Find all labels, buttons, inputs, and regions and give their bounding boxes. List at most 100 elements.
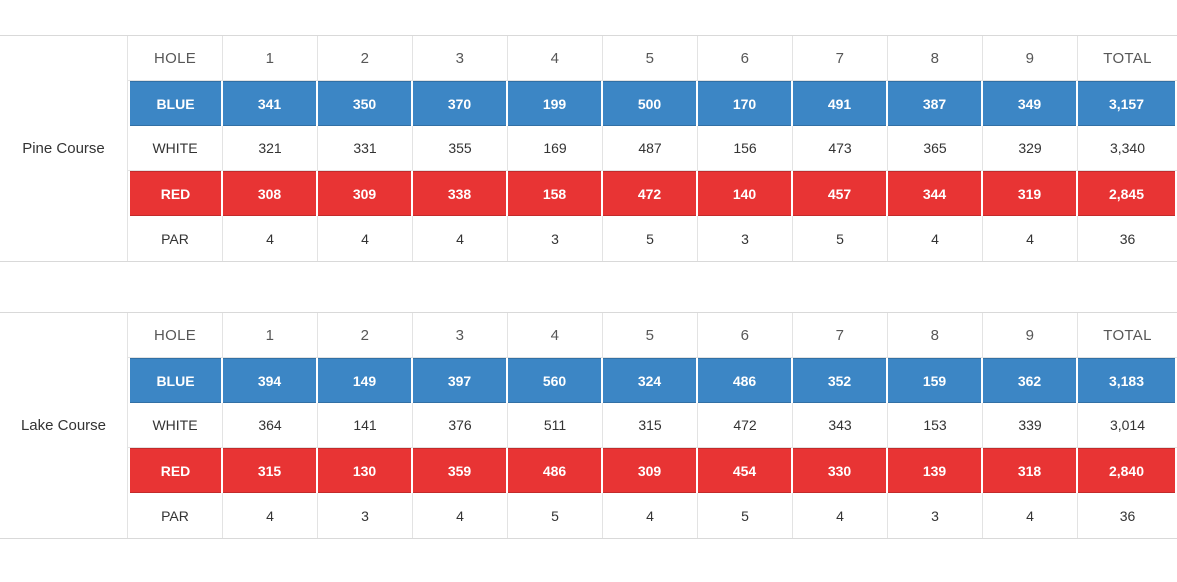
score-cell: 315 — [223, 448, 318, 493]
score-cell: 170 — [698, 81, 793, 126]
scorecard-tables: Pine Course HOLE 1 2 3 4 5 6 7 8 9 TOTAL BLUE 341 350… — [0, 35, 1177, 539]
score-cell: 309 — [603, 448, 698, 493]
score-cell: 352 — [793, 358, 888, 403]
score-cell: 199 — [508, 81, 603, 126]
score-cell: 5 — [793, 216, 888, 261]
score-cell: 4 — [223, 493, 318, 538]
score-cell: 149 — [318, 358, 413, 403]
header-cell: 1 — [223, 313, 318, 358]
score-cell: 397 — [413, 358, 508, 403]
total-cell: 3,183 — [1078, 358, 1177, 403]
score-cell: 491 — [793, 81, 888, 126]
header-cell: HOLE — [128, 313, 223, 358]
course-name: Pine Course — [0, 36, 128, 261]
row-label-cell: WHITE — [128, 126, 223, 171]
score-cell: 158 — [508, 171, 603, 216]
score-cell: 318 — [983, 448, 1078, 493]
score-cell: 4 — [318, 216, 413, 261]
score-cell: 338 — [413, 171, 508, 216]
score-cell: 329 — [983, 126, 1078, 171]
header-cell: 8 — [888, 36, 983, 81]
course-name: Lake Course — [0, 313, 128, 538]
score-cell: 308 — [223, 171, 318, 216]
score-cell: 141 — [318, 403, 413, 448]
score-cell: 511 — [508, 403, 603, 448]
header-cell: 3 — [413, 313, 508, 358]
score-cell: 5 — [603, 216, 698, 261]
row-label-cell: PAR — [128, 493, 223, 538]
score-cell: 4 — [413, 216, 508, 261]
score-cell: 341 — [223, 81, 318, 126]
score-cell: 139 — [888, 448, 983, 493]
header-cell: 6 — [698, 313, 793, 358]
score-cell: 3 — [888, 493, 983, 538]
score-cell: 4 — [793, 493, 888, 538]
header-cell: 2 — [318, 36, 413, 81]
header-cell: HOLE — [128, 36, 223, 81]
row-label-cell: RED — [128, 171, 223, 216]
lake-course-scorecard: Lake Course HOLE 1 2 3 4 5 6 7 8 9 TOTAL BLUE 394 149… — [0, 312, 1177, 539]
score-cell: 350 — [318, 81, 413, 126]
score-cell: 364 — [223, 403, 318, 448]
total-cell: 2,840 — [1078, 448, 1177, 493]
score-cell: 376 — [413, 403, 508, 448]
header-cell: 9 — [983, 313, 1078, 358]
score-cell: 472 — [698, 403, 793, 448]
score-cell: 4 — [888, 216, 983, 261]
header-cell: 9 — [983, 36, 1078, 81]
score-cell: 3 — [698, 216, 793, 261]
score-cell: 500 — [603, 81, 698, 126]
score-cell: 130 — [318, 448, 413, 493]
header-cell: 5 — [603, 36, 698, 81]
score-cell: 343 — [793, 403, 888, 448]
score-cell: 330 — [793, 448, 888, 493]
score-cell: 339 — [983, 403, 1078, 448]
row-label-cell: BLUE — [128, 81, 223, 126]
total-cell: 2,845 — [1078, 171, 1177, 216]
score-cell: 394 — [223, 358, 318, 403]
score-cell: 344 — [888, 171, 983, 216]
score-cell: 315 — [603, 403, 698, 448]
score-cell: 3 — [508, 216, 603, 261]
header-cell: TOTAL — [1078, 313, 1177, 358]
header-cell: 7 — [793, 313, 888, 358]
score-cell: 359 — [413, 448, 508, 493]
score-cell: 349 — [983, 81, 1078, 126]
total-cell: 36 — [1119, 507, 1136, 524]
score-cell: 457 — [793, 171, 888, 216]
header-cell: 2 — [318, 313, 413, 358]
score-cell: 486 — [698, 358, 793, 403]
score-cell: 370 — [413, 81, 508, 126]
score-cell: 169 — [508, 126, 603, 171]
total-cell: 36 — [1119, 230, 1136, 247]
header-cell: 8 — [888, 313, 983, 358]
score-cell: 321 — [223, 126, 318, 171]
score-cell: 309 — [318, 171, 413, 216]
score-cell: 4 — [603, 493, 698, 538]
score-cell: 5 — [698, 493, 793, 538]
score-cell: 4 — [983, 216, 1078, 261]
score-cell: 5 — [508, 493, 603, 538]
row-label-cell: BLUE — [128, 358, 223, 403]
header-cell: 1 — [223, 36, 318, 81]
score-cell: 387 — [888, 81, 983, 126]
score-cell: 487 — [603, 126, 698, 171]
score-cell: 3 — [318, 493, 413, 538]
row-label-cell: RED — [128, 448, 223, 493]
header-cell: 6 — [698, 36, 793, 81]
score-cell: 454 — [698, 448, 793, 493]
score-cell: 4 — [413, 493, 508, 538]
score-cell: 140 — [698, 171, 793, 216]
header-cell: 7 — [793, 36, 888, 81]
score-cell: 159 — [888, 358, 983, 403]
score-cell: 486 — [508, 448, 603, 493]
score-cell: 156 — [698, 126, 793, 171]
score-cell: 365 — [888, 126, 983, 171]
score-cell: 473 — [793, 126, 888, 171]
score-cell: 560 — [508, 358, 603, 403]
score-cell: 324 — [603, 358, 698, 403]
score-cell: 362 — [983, 358, 1078, 403]
pine-course-scorecard: Pine Course HOLE 1 2 3 4 5 6 7 8 9 TOTAL BLUE 341 350… — [0, 35, 1177, 262]
header-cell: TOTAL — [1078, 36, 1177, 81]
